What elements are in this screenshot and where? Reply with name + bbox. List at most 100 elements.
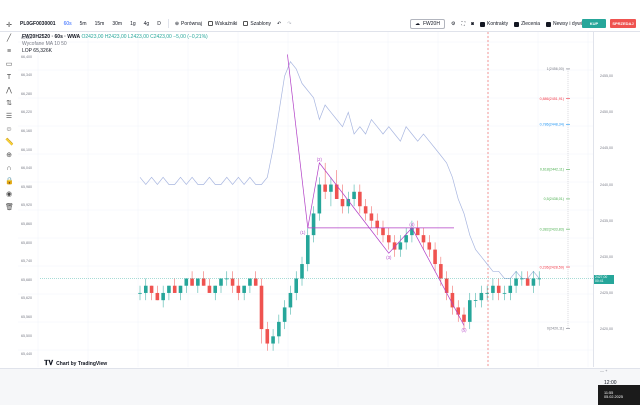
legend-lop: LOP 65,326K	[22, 48, 52, 54]
candle-body	[514, 278, 518, 286]
candle-body	[410, 227, 414, 236]
candle-body	[294, 278, 299, 293]
indicators-button[interactable]: Wskaźniki	[207, 21, 237, 27]
magnet-icon[interactable]: ∩	[6, 165, 12, 172]
candle-body	[172, 285, 177, 293]
candle-body	[404, 235, 408, 243]
candle-body	[525, 278, 530, 286]
timeframe-d[interactable]: D	[157, 20, 161, 27]
candle-body	[346, 199, 351, 207]
candle-body	[358, 191, 362, 207]
candle-body	[467, 300, 472, 322]
settings-gear-icon[interactable]: ⚙	[450, 21, 456, 27]
timeframe-15m[interactable]: 15m	[94, 20, 105, 27]
fib-level-label: 0,786(2448,34)	[540, 123, 564, 127]
pattern-icon[interactable]: ⋀	[6, 87, 12, 94]
left-axis-tick: 66,460	[21, 36, 32, 40]
checkbox-icon	[479, 21, 485, 27]
redo-button[interactable]: ↷	[287, 21, 291, 27]
trendline-icon[interactable]: ╱	[6, 35, 12, 42]
candle-body	[363, 206, 368, 214]
candle-body	[352, 191, 356, 199]
top-toolbar: PL0GF0030001 60s 5m 15m 30m 1g 4g D ⊕ Po…	[0, 16, 640, 32]
checkbox-news[interactable]: Newsy i dywidendy	[546, 21, 596, 27]
candle-body	[219, 278, 223, 286]
price-axis-left[interactable]: 66,460 66,400 66,340 66,280 66,220 66,160 66,1…	[18, 32, 36, 367]
sell-button[interactable]: SPRZEDAJ	[610, 19, 636, 28]
fibonacci-icon[interactable]: ☰	[5, 113, 13, 120]
candle-body	[259, 285, 264, 330]
plus-circle-icon: ⊕	[174, 20, 180, 27]
candle-body	[415, 227, 420, 236]
pattern-point-label: (3)	[386, 255, 392, 260]
candle-body	[236, 285, 241, 293]
candle-body	[190, 278, 194, 286]
candle-body	[450, 292, 455, 308]
candle-body	[381, 227, 385, 236]
symbol-label[interactable]: PL0GF0030001	[20, 20, 56, 27]
candle-body	[398, 242, 403, 250]
buy-button[interactable]: KUP	[582, 19, 606, 28]
fullscreen-icon[interactable]: ⛶	[461, 21, 465, 27]
timeframe-5m[interactable]: 5m	[79, 20, 87, 27]
lock-icon[interactable]: 🔒	[5, 178, 14, 185]
pattern-point-label: (1)	[300, 230, 306, 235]
candle-body	[329, 184, 333, 192]
candle-body	[340, 199, 345, 207]
checkbox-purchases[interactable]: Kontrakty	[479, 21, 509, 27]
checkbox-news-label: Newsy i dywidendy	[553, 21, 596, 27]
tradingview-logo-icon: 𝐓𝐕	[44, 360, 54, 367]
templates-label: Szablony	[250, 20, 271, 27]
candle-body	[213, 285, 218, 293]
left-axis-tick: 66,160	[21, 129, 32, 133]
timeframe-30m[interactable]: 30m	[112, 20, 123, 27]
cursor-icon[interactable]: ✛	[6, 22, 12, 29]
templates-button[interactable]: Szablony	[243, 21, 271, 27]
attribution-text: Chart by TradingView	[56, 361, 108, 367]
fib-level-label: 0,5(2438,01)	[544, 197, 564, 201]
redo-icon: ↷	[287, 20, 292, 27]
candle-body	[375, 220, 380, 228]
candle-body	[265, 329, 270, 344]
left-axis-tick: 66,340	[21, 73, 32, 78]
left-axis-tick: 65,620	[21, 296, 32, 301]
left-axis-tick: 66,100	[21, 147, 32, 152]
candle-body	[196, 278, 200, 286]
text-icon[interactable]: T	[6, 74, 12, 81]
ruler-icon[interactable]: 📏	[5, 139, 14, 146]
checkbox-orders[interactable]: Zlecenia	[514, 21, 540, 27]
timeframe-1g[interactable]: 1g	[130, 20, 136, 27]
fib-level-label: 0,618(2442,11)	[540, 168, 564, 172]
candle-body	[334, 184, 339, 199]
left-axis-tick: 65,440	[21, 352, 32, 357]
timeframe-4g[interactable]: 4g	[143, 20, 150, 27]
emoji-icon[interactable]: ☺	[5, 126, 13, 133]
price-axis-right[interactable]: 2455,00 2450,00 2445,00 2440,00 2435,00 2430,…	[593, 32, 640, 367]
undo-button[interactable]: ↶	[277, 21, 281, 27]
timeframe-60s[interactable]: 60s	[63, 20, 72, 27]
right-toolbar: ☁ FW20H ⚙ ⛶ ◙ Kontrakty Zlecenia Newsy i…	[410, 18, 596, 30]
left-axis-tick: 66,040	[21, 166, 32, 171]
candle-body	[421, 235, 426, 243]
candle-body	[520, 278, 524, 280]
left-axis-tick: 66,400	[21, 54, 32, 59]
checkbox-purchases-label: Kontrakty	[486, 21, 509, 27]
long-short-icon[interactable]: ⇅	[6, 100, 12, 107]
trash-icon[interactable]: 🗑	[5, 204, 14, 211]
eye-icon[interactable]: ◉	[5, 191, 13, 198]
rectangle-icon[interactable]: ▭	[5, 61, 13, 68]
camera-icon[interactable]: ◙	[470, 21, 474, 27]
candle-body	[305, 235, 310, 265]
price-chart[interactable]: 1(2456,00) 0,886(2451,91) 0,786(2448,34) 0,…	[18, 32, 593, 367]
zoom-controls[interactable]: — +	[600, 368, 608, 373]
candle-body	[224, 278, 229, 280]
price-axis-tick: 2425,00	[600, 290, 613, 295]
fib-level-label: 0,886(2451,91)	[540, 97, 564, 101]
pattern-point-label: (2)	[317, 157, 323, 162]
zoom-in-icon[interactable]: ⊕	[6, 152, 12, 159]
tradingview-attribution: 𝐓𝐕 Chart by TradingView	[44, 360, 107, 368]
channel-icon[interactable]: ≡	[6, 48, 12, 55]
instrument-select[interactable]: ☁ FW20H	[410, 19, 445, 29]
compare-button[interactable]: ⊕ Porównaj	[175, 21, 202, 27]
legend-ohlc: O2423,00 H2423,00 L2423,00 C2423,00 −5,0…	[81, 34, 208, 40]
